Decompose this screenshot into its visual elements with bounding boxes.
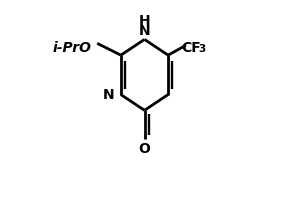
Text: N: N <box>102 87 114 102</box>
Text: N: N <box>139 23 150 38</box>
Text: 3: 3 <box>199 44 206 54</box>
Text: H: H <box>139 14 150 28</box>
Text: CF: CF <box>181 41 201 55</box>
Text: i-PrO: i-PrO <box>52 41 91 55</box>
Text: O: O <box>138 142 151 156</box>
